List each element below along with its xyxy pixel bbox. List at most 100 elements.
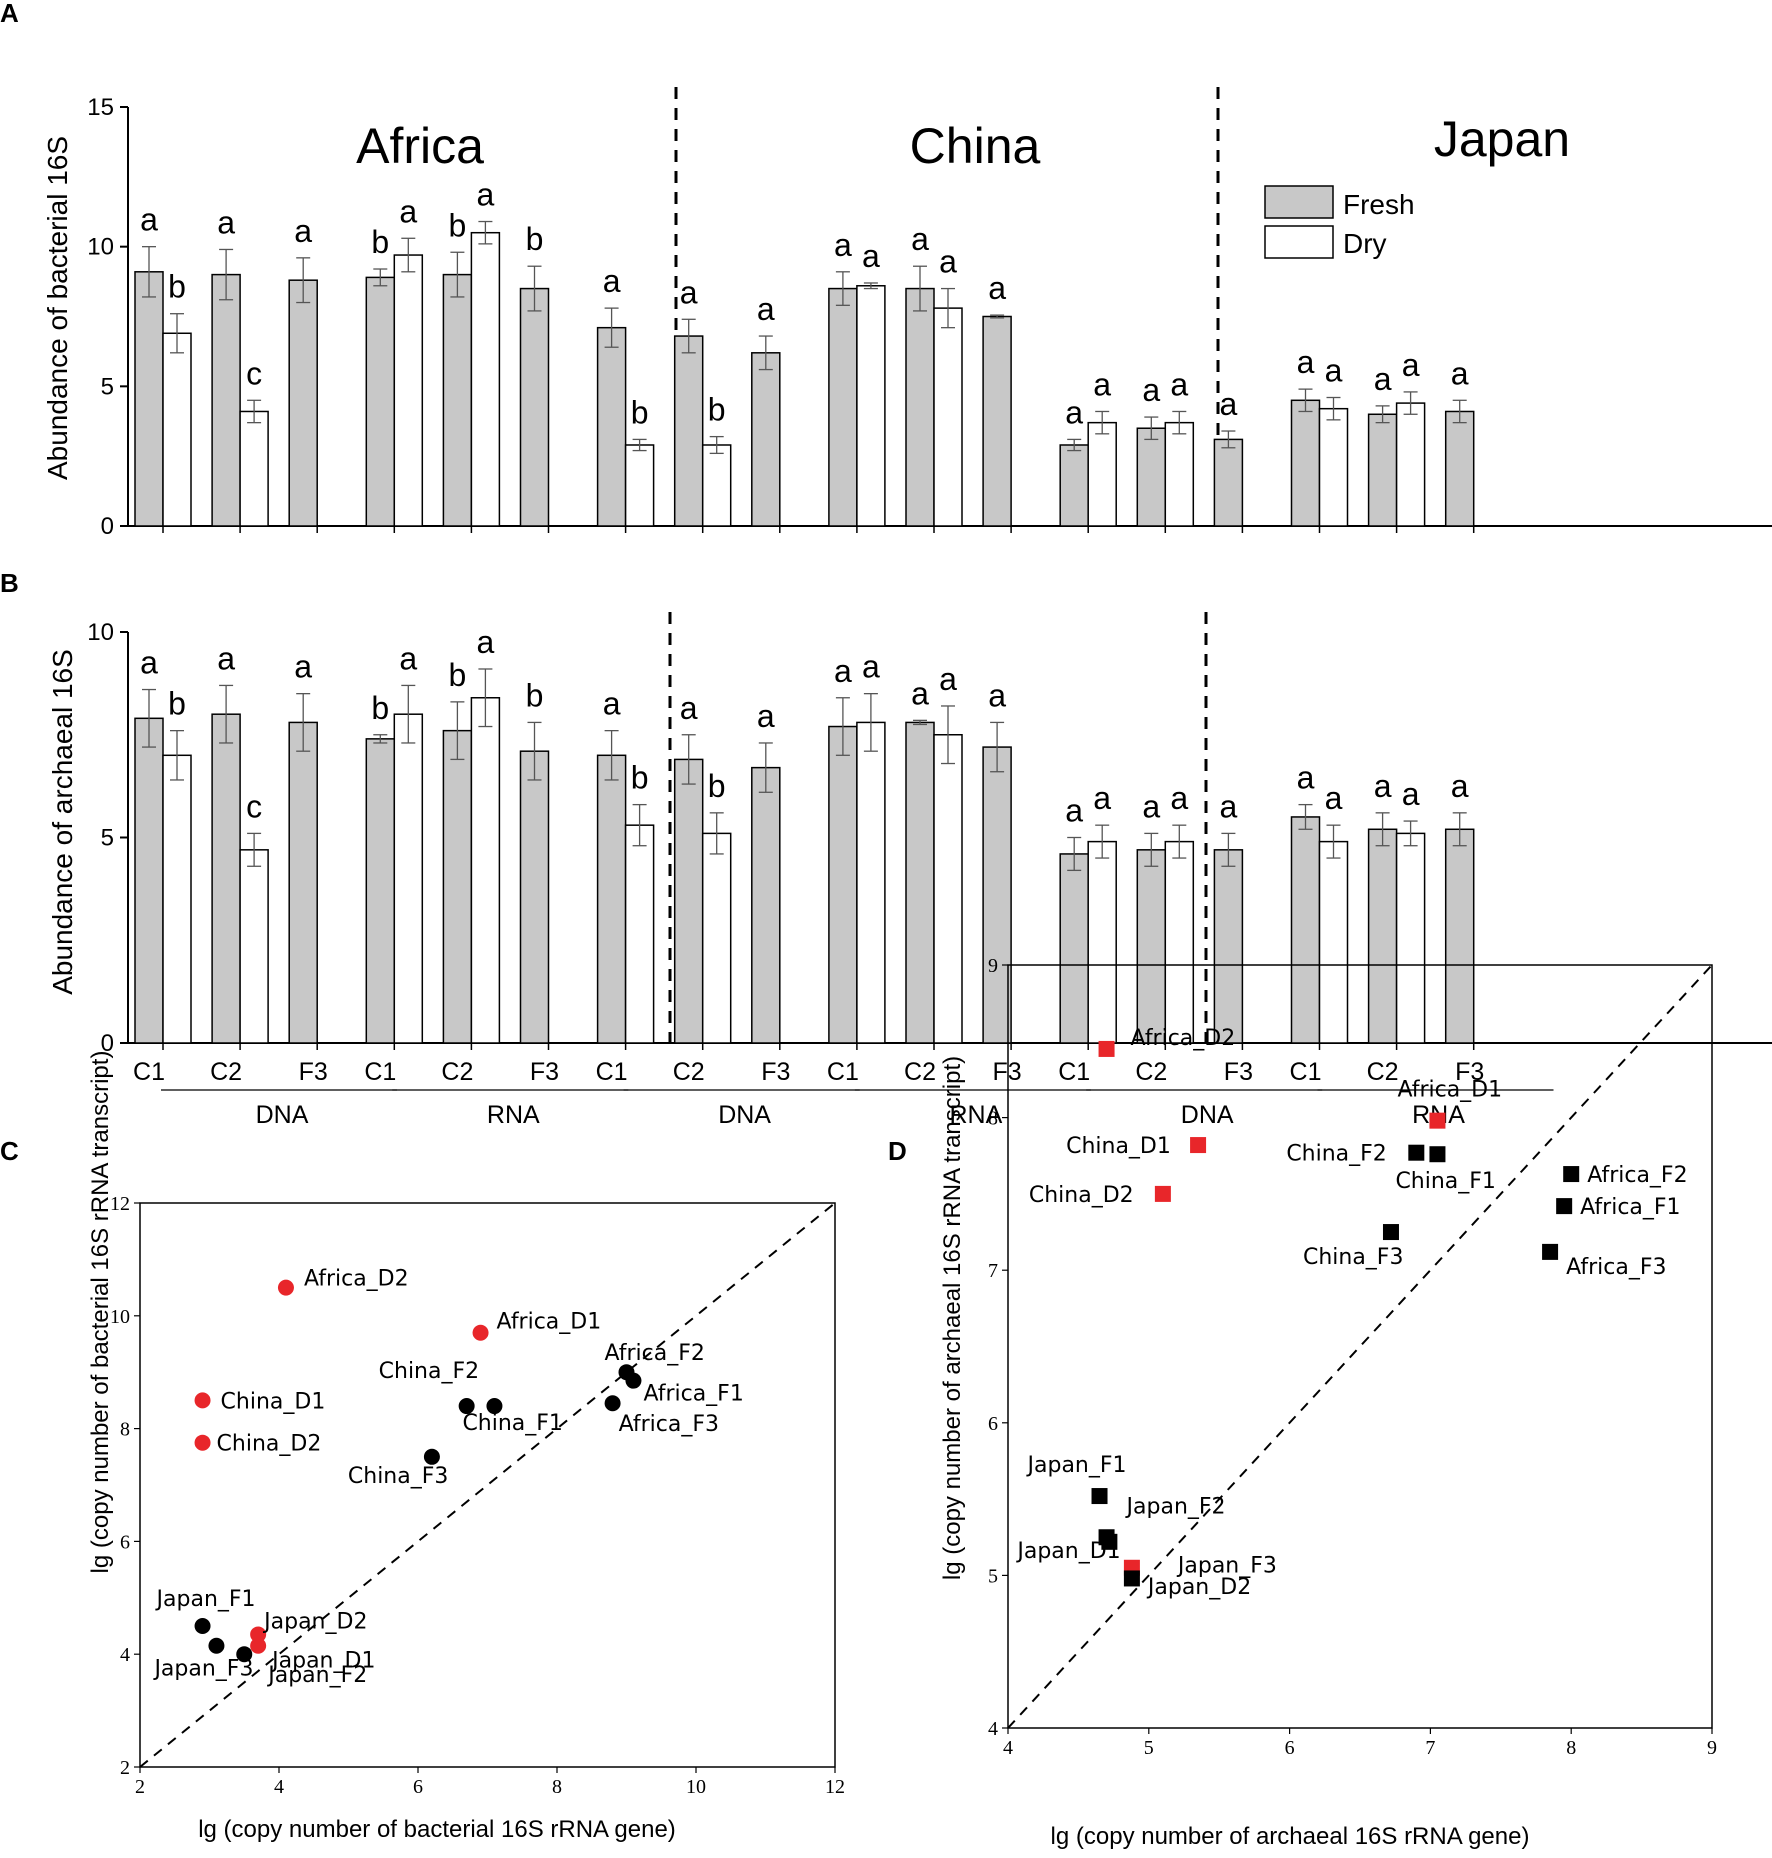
panel-letter-a: A (0, 0, 19, 28)
category-label: F3 (761, 1058, 790, 1086)
significance-letter: a (1065, 394, 1083, 430)
data-point (194, 1392, 211, 1409)
data-point (1429, 1112, 1446, 1129)
data-point (194, 1618, 211, 1634)
panel-c-x-axis-title: lg (copy number of bacterial 16S rRNA ge… (198, 1816, 676, 1843)
dry-bar (933, 307, 963, 527)
significance-letter: a (862, 649, 880, 685)
dry-bar (624, 444, 655, 527)
point-label: China_F3 (1303, 1245, 1404, 1270)
y-tick-label: 8 (120, 1419, 130, 1441)
significance-letter: a (862, 238, 880, 274)
data-point (1563, 1166, 1580, 1183)
significance-letter: a (1374, 361, 1392, 397)
fresh-bar (365, 276, 396, 527)
point-label: Africa_F2 (605, 1341, 705, 1366)
data-point (1154, 1185, 1171, 1202)
x-tick-label: 8 (552, 1776, 562, 1798)
significance-letter: a (1065, 793, 1083, 829)
legend-fresh-swatch (1264, 185, 1334, 219)
significance-letter: a (1093, 780, 1111, 816)
point-label: Africa_D1 (1397, 1078, 1502, 1103)
dry-bar (856, 285, 886, 527)
fresh-bar (134, 271, 164, 527)
category-label: C1 (827, 1058, 859, 1086)
data-point (1382, 1224, 1399, 1241)
significance-letter: a (399, 640, 417, 676)
nucleic-label: DNA (1181, 1101, 1234, 1129)
point-label: Japan_F3 (1176, 1553, 1277, 1578)
fresh-bar (519, 750, 550, 1044)
y-tick-label: 4 (988, 1718, 998, 1740)
fresh-bar (1367, 413, 1398, 527)
category-label: C2 (1135, 1058, 1167, 1086)
panel-c-plot: 2 4 6 8 10 12 2 4 6 8 10 12 Africa_D2 Africa_D1 China_… (110, 1193, 845, 1798)
dry-bar (1164, 421, 1195, 527)
plot-frame (139, 1202, 836, 1768)
category-label: F3 (1224, 1058, 1253, 1086)
dry-bar (933, 734, 963, 1044)
dry-bar (470, 697, 501, 1044)
data-point (277, 1279, 294, 1296)
x-tick-label: 4 (274, 1776, 284, 1798)
fresh-bar (1367, 828, 1398, 1044)
x-tick-label: 12 (825, 1776, 845, 1798)
fresh-bar (751, 766, 781, 1044)
significance-letter: a (1297, 344, 1315, 380)
significance-letter: a (1325, 780, 1343, 816)
point-label: Japan_D2 (262, 1609, 367, 1634)
data-point (1556, 1198, 1573, 1215)
data-point (1408, 1144, 1425, 1161)
fresh-bar (596, 326, 627, 527)
significance-letter: a (1297, 760, 1315, 796)
significance-letter: a (1220, 788, 1238, 824)
fresh-bar (1290, 399, 1321, 527)
fresh-bar (1059, 853, 1089, 1044)
data-point (1101, 1533, 1118, 1550)
significance-letter: a (1142, 788, 1160, 824)
fresh-bar (211, 713, 241, 1044)
dry-bar (1164, 840, 1195, 1044)
fresh-bar (1136, 849, 1167, 1044)
fresh-bar (442, 729, 473, 1044)
point-label: China_D1 (1066, 1134, 1171, 1159)
y-tick-label: 10 (87, 234, 114, 261)
x-tick-label: 8 (1566, 1737, 1576, 1759)
significance-letter: a (603, 263, 621, 299)
point-label: China_D1 (221, 1389, 326, 1414)
category-label: C2 (1367, 1058, 1399, 1086)
data-point (472, 1324, 489, 1341)
point-label: China_F1 (1395, 1169, 1496, 1194)
significance-letter: a (1374, 768, 1392, 804)
significance-letter: a (399, 193, 417, 229)
category-label: C1 (1058, 1058, 1090, 1086)
dry-bar (239, 410, 269, 527)
significance-letter: a (477, 624, 495, 660)
point-label: Japan_D1 (1015, 1539, 1120, 1564)
category-label: C2 (210, 1058, 242, 1086)
category-label: F3 (530, 1058, 559, 1086)
y-tick-label: 5 (988, 1565, 998, 1587)
y-tick-label: 10 (110, 1306, 130, 1328)
category-label: C1 (133, 1058, 165, 1086)
fresh-bar (1213, 849, 1244, 1044)
significance-letter: a (1325, 353, 1343, 389)
legend-fresh-label: Fresh (1343, 189, 1415, 220)
category-label: C1 (364, 1058, 396, 1086)
nucleic-label: DNA (718, 1101, 771, 1129)
y-tick-label: 5 (101, 825, 114, 852)
fresh-bar (365, 738, 396, 1044)
significance-letter: a (1402, 776, 1420, 812)
dry-bar (701, 444, 732, 527)
point-label: China_D2 (1029, 1183, 1134, 1208)
significance-letter: b (371, 224, 389, 260)
diagonal-line (139, 1202, 836, 1768)
significance-letter: b (168, 686, 186, 722)
fresh-bar (673, 758, 704, 1044)
data-point (486, 1398, 503, 1415)
x-tick-label: 2 (135, 1776, 145, 1798)
y-tick-label: 8 (988, 1108, 998, 1130)
